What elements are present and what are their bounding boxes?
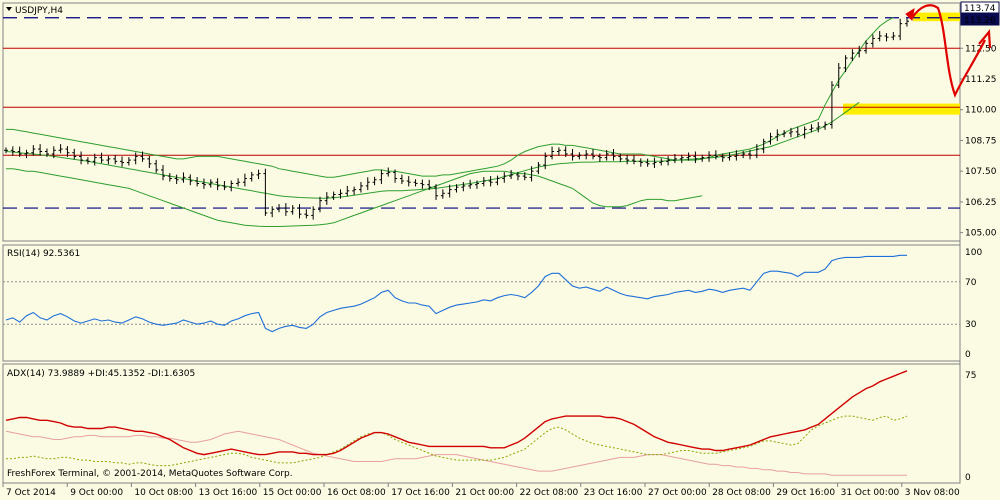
adx-title: ADX(14) 73.9889 +DI:45.1352 -DI:1.6305 [7,369,195,379]
price-tag [960,1,1000,14]
rsi-axis-label: 100 [965,248,982,258]
rsi-axis-label: 30 [965,320,977,330]
time-axis-label: 3 Nov 08:00 [905,488,960,498]
price-tag-value: 113.26 [964,16,996,26]
price-axis-label: 105.00 [965,229,997,239]
time-axis-label: 13 Oct 16:00 [199,488,258,498]
time-axis-label: 31 Oct 00:00 [841,488,900,498]
arrow-head-icon [905,7,915,22]
time-axis-label: 28 Oct 08:00 [712,488,771,498]
highlight-zones [843,12,960,115]
highlight-zone [913,12,960,22]
adx-axis-label: 75 [965,371,976,381]
time-axis-label: 23 Oct 16:00 [584,488,643,498]
time-axis-label: 15 Oct 00:00 [263,488,322,498]
price-tag-value: 113.74 [964,4,996,14]
highlight-zone [843,103,960,115]
rsi-title: RSI(14) 92.5361 [7,249,80,259]
adx-axis-label: 0 [965,473,971,483]
adx-line [5,370,908,456]
time-axis-label: 16 Oct 08:00 [327,488,386,498]
time-axis-label: 21 Oct 00:00 [455,488,514,498]
symbol-menu-triangle-icon[interactable] [6,7,12,11]
rsi-line [5,254,907,333]
price-axis-label: 108.75 [965,136,997,146]
symbol-title: USDJPY,H4 [15,6,63,16]
bollinger-middle-line [5,101,860,199]
rsi-panel-frame [2,244,961,362]
bollinger-lower-line [6,168,703,227]
rsi-axis-labels: 100 70 30 0 [965,248,982,360]
time-axis-label: 10 Oct 08:00 [134,488,193,498]
price-axis-label: 110.00 [965,106,997,116]
adx-panel-frame [2,363,961,484]
time-axis-label: 22 Oct 08:00 [520,488,579,498]
di-minus-line [5,430,907,476]
price-axis-label: 107.50 [965,167,997,177]
adx-lines [5,370,908,476]
price-bars [4,18,909,220]
bollinger-upper-line [6,17,894,178]
price-axis-label: 111.25 [965,75,997,85]
main-panel-frame [2,2,961,242]
rsi-levels [3,281,960,325]
price-tags: 113.74 113.26 [960,1,1000,26]
time-axis-label: 27 Oct 00:00 [648,488,707,498]
copyright-text: FreshForex Terminal, © 2001-2014, MetaQu… [7,469,293,479]
price-axis-label: 106.25 [965,198,997,208]
time-axis-label: 9 Oct 00:00 [70,488,123,498]
forecast-arrows [905,4,992,98]
adx-axis-labels: 75 0 [965,371,976,483]
time-axis-label: 17 Oct 16:00 [391,488,450,498]
rsi-axis-label: 0 [965,350,971,360]
price-tag [960,13,1000,26]
time-axis-labels: 7 Oct 2014 9 Oct 00:00 10 Oct 08:00 13 Oct … [2,483,960,498]
forecast-path [911,4,986,98]
bollinger-bands [5,17,894,227]
rsi-axis-label: 70 [965,278,977,288]
arrow-head-icon [978,29,992,49]
time-axis-label: 7 Oct 2014 [6,488,56,498]
di-plus-line [6,415,908,467]
horizontal-levels [3,17,960,209]
rsi-line [5,254,907,333]
time-axis-label: 29 Oct 16:00 [776,488,835,498]
